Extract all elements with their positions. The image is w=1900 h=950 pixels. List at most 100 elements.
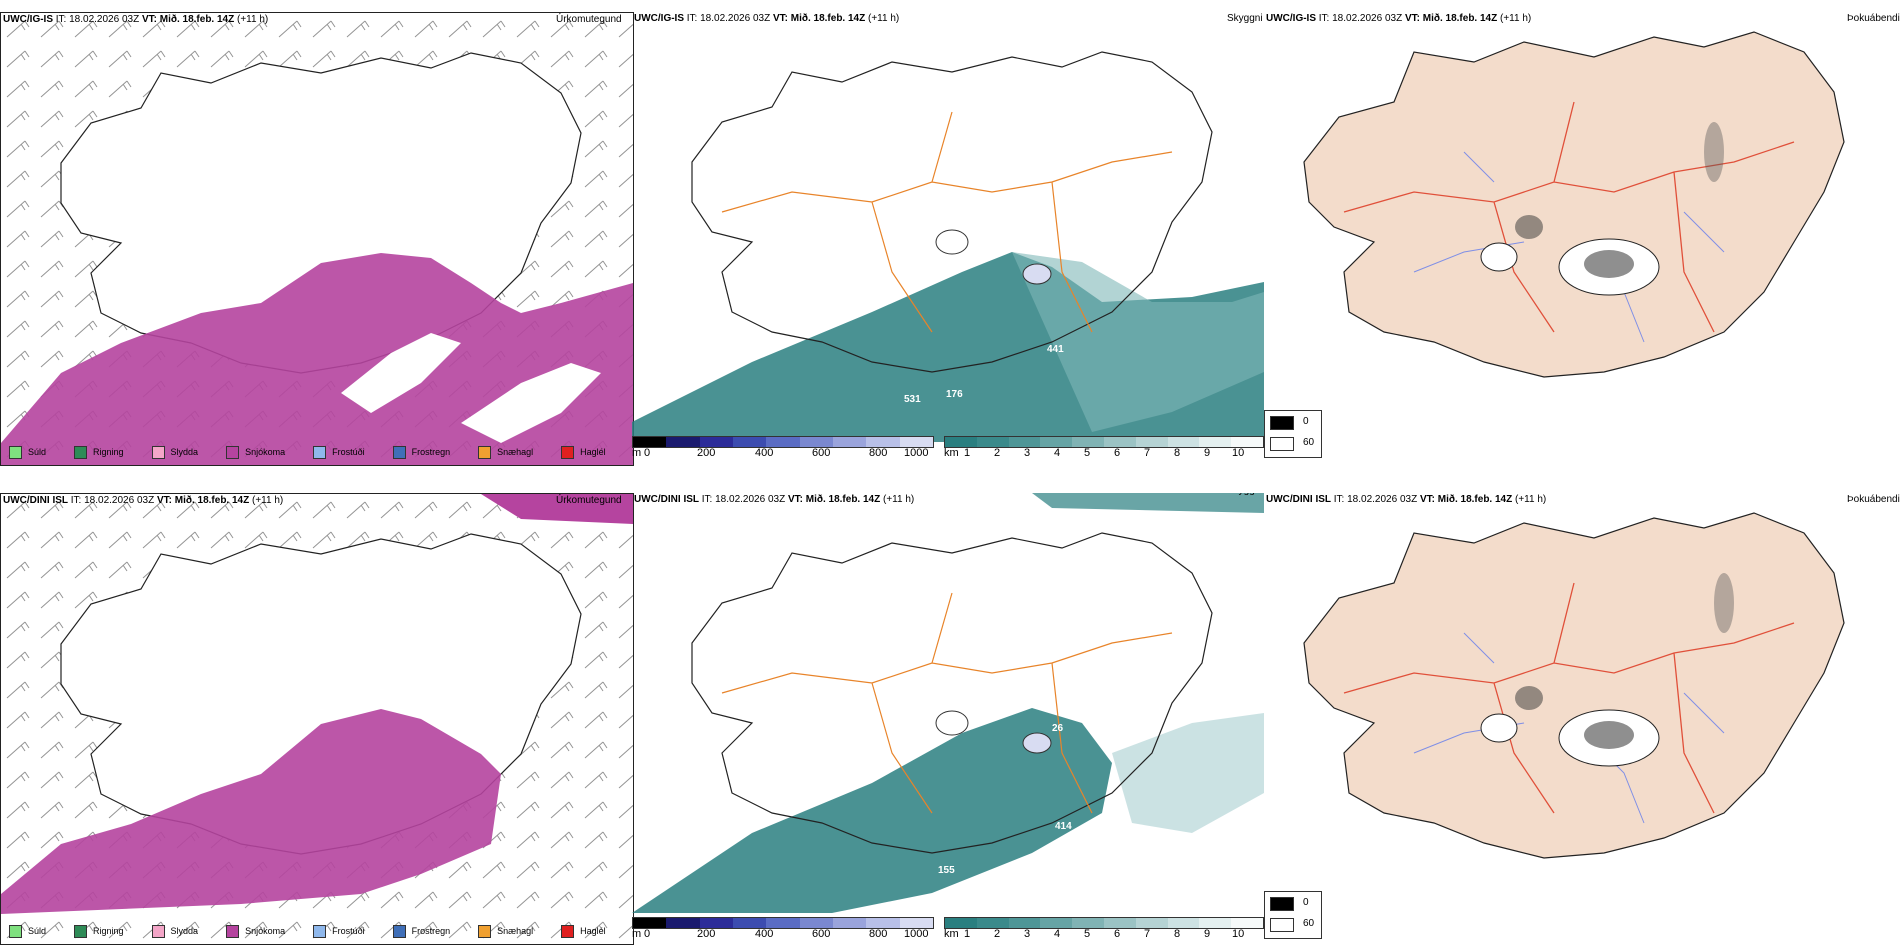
panel-type-label: Þokuábendi: [1847, 13, 1900, 24]
cloud-base-scale: m 0 200 400 600 800 1000: [632, 436, 934, 462]
legend-item: Snæhagl: [478, 924, 533, 938]
legend-item: Súld: [9, 924, 46, 938]
roads: [721, 592, 1173, 814]
scale-tick: 4: [1054, 447, 1061, 459]
panel-title: UWC/IG-IS IT: 18.02.2026 03Z VT: Mið. 18…: [1266, 13, 1532, 24]
precip-type-panel-row1: UWC/IG-IS IT: 18.02.2026 03Z VT: Mið. 18…: [0, 12, 634, 466]
roads: [721, 111, 1173, 333]
scale-tick: 800: [869, 928, 888, 940]
legend-item: Snjókoma: [226, 924, 285, 938]
peak-label: 131: [1110, 730, 1127, 741]
fog-index-panel-row1: UWC/IG-IS IT: 18.02.2026 03Z VT: Mið. 18…: [1264, 12, 1900, 464]
cloud-base-scale: m 0 200 400 600 800 1000: [632, 917, 934, 943]
rivers: [1413, 632, 1725, 824]
scale-tick: 5: [1084, 928, 1091, 940]
panel-type-label: Úrkomutegund: [556, 14, 622, 25]
peak-label: 414: [1055, 821, 1072, 832]
scale-tick: 3: [1024, 447, 1031, 459]
legend-item: Haglél: [561, 924, 606, 938]
iceland-outline: [691, 51, 1213, 373]
iceland-outline: [691, 532, 1213, 854]
fog-scale-label: 60: [1303, 918, 1315, 929]
panel-type-label: Þokuábendi: [1847, 494, 1900, 505]
scale-tick: 1: [964, 447, 971, 459]
fog-map-row2: [1303, 512, 1845, 859]
panel-title: UWC/DINI ISL IT: 18.02.2026 03Z VT: Mið.…: [634, 494, 915, 505]
scale-unit: m: [632, 928, 642, 940]
panel-title: UWC/DINI ISL IT: 18.02.2026 03Z VT: Mið.…: [1266, 494, 1547, 505]
fog-map-row1: [1303, 31, 1845, 378]
legend-item: Súld: [9, 445, 46, 459]
scale-tick: 3: [1024, 928, 1031, 940]
fog-scale-label: 0: [1303, 416, 1309, 427]
visibility-panel-row1: 176 531 441 218 UWC/IG-IS IT: 18.02.2026…: [632, 12, 1264, 464]
scale-tick: 6: [1114, 447, 1121, 459]
iceland-outline: [1303, 31, 1845, 378]
peak-label: 531: [904, 394, 921, 405]
legend-item: Frostregn: [392, 445, 450, 459]
legend-item: Rigning: [74, 445, 124, 459]
panel-title: UWC/DINI ISL IT: 18.02.2026 03Z VT: Mið.…: [3, 495, 284, 506]
fog-scale-legend: 0 60: [1264, 891, 1322, 939]
snow-area: [1, 253, 633, 465]
scale-tick: 2: [994, 447, 1001, 459]
scale-tick: 9: [1204, 447, 1211, 459]
scale-tick: 200: [697, 447, 716, 459]
scale-unit: km: [944, 447, 959, 459]
precip-type-panel-row2: UWC/DINI ISL IT: 18.02.2026 03Z VT: Mið.…: [0, 493, 634, 945]
peak-label: 26: [1052, 723, 1064, 734]
snow-area: [1, 709, 501, 914]
fog-scale-label: 60: [1303, 437, 1315, 448]
peak-label: 176: [946, 389, 963, 400]
peak-label: 441: [1047, 344, 1064, 355]
scale-tick: 200: [697, 928, 716, 940]
precip-legend: Súld Rigning Slydda Snjókoma Frostúði Fr…: [1, 920, 631, 942]
roads: [1343, 582, 1795, 814]
panel-title: UWC/IG-IS IT: 18.02.2026 03Z VT: Mið. 18…: [634, 13, 900, 24]
panel-type-label: Úrkomutegund: [556, 495, 622, 506]
legend-item: Rigning: [74, 924, 124, 938]
scale-tick: 10: [1232, 928, 1245, 940]
fog-scale-label: 0: [1303, 897, 1309, 908]
fog-scale-legend: 0 60: [1264, 410, 1322, 458]
roads: [1343, 101, 1795, 333]
scale-tick: 7: [1144, 928, 1151, 940]
precip-map-row2: [1, 494, 633, 944]
legend-item: Snjókoma: [226, 445, 285, 459]
scale-tick: 9: [1204, 928, 1211, 940]
scale-tick: 4: [1054, 928, 1061, 940]
scale-tick: 10: [1232, 447, 1245, 459]
fog-index-panel-row2: UWC/DINI ISL IT: 18.02.2026 03Z VT: Mið.…: [1264, 493, 1900, 943]
iceland-outline: [1303, 512, 1845, 859]
scale-tick: 2: [994, 928, 1001, 940]
visibility-scale: km 1 2 3 4 5 6 7 8 9 10: [944, 436, 1264, 462]
legend-item: Frostúði: [313, 445, 365, 459]
scale-tick: 400: [755, 447, 774, 459]
visibility-panel-row2: 155 414 131 26 UWC/DINI ISL IT: 18.02.20…: [632, 493, 1264, 943]
scale-tick: 8: [1174, 928, 1181, 940]
visibility-map-row2: 155 414 131 26: [632, 493, 1264, 913]
panel-type-label: Skyggni: [1227, 493, 1263, 496]
legend-item: Frostregn: [392, 924, 450, 938]
legend-item: Frostúði: [313, 924, 365, 938]
legend-item: Snæhagl: [478, 445, 533, 459]
panel-type-label: Skyggni: [1227, 13, 1263, 24]
scale-tick: 0: [644, 928, 651, 940]
precip-legend: Súld Rigning Slydda Snjókoma Frostúði Fr…: [1, 441, 631, 463]
scale-tick: 7: [1144, 447, 1151, 459]
scale-tick: 5: [1084, 447, 1091, 459]
legend-item: Haglél: [561, 445, 606, 459]
scale-tick: 6: [1114, 928, 1121, 940]
scale-tick: 1000: [904, 447, 929, 459]
scale-tick: 600: [812, 447, 831, 459]
precip-map-row1: [1, 13, 633, 465]
scale-tick: 1000: [904, 928, 929, 940]
legend-item: Slydda: [151, 445, 198, 459]
peak-label: 155: [938, 865, 955, 876]
visibility-scale: km 1 2 3 4 5 6 7 8 9 10: [944, 917, 1264, 943]
peak-label: 218: [1107, 264, 1124, 275]
visibility-map-row1: 176 531 441 218: [632, 51, 1264, 442]
scale-unit: km: [944, 928, 959, 940]
legend-item: Slydda: [151, 924, 198, 938]
scale-unit: m: [632, 447, 642, 459]
